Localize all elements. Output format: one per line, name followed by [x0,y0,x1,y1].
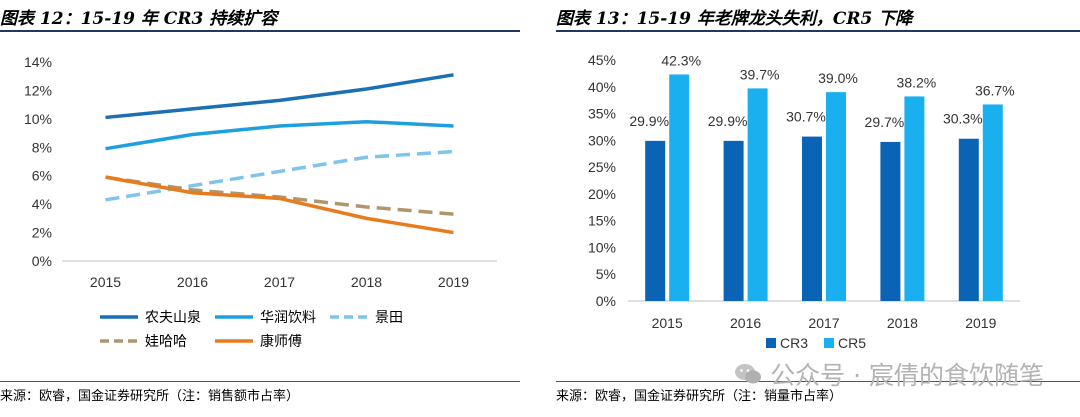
y-tick-label: 5% [596,266,616,282]
wechat-icon [735,364,762,384]
bar-cr5 [982,104,1003,301]
series-line [105,73,454,120]
x-tick-label: 2016 [177,274,208,290]
x-tick-label: 2018 [351,274,382,290]
data-label: 39.7% [740,66,780,82]
bar-chart: 0% 5% 10% 15% 20% 25% 30% 35% 40% 45% 2015 29.9% 42.… [588,52,1020,351]
x-tick-label: 2015 [90,274,121,290]
y-tick-label: 20% [588,186,616,202]
right-source-rule [556,381,1080,382]
right-source-note: 来源：欧睿，国金证券研究所（注：销量市占率） [556,389,843,404]
y-tick-label: 10% [588,239,616,255]
data-label: 29.9% [629,113,669,129]
legend-swatch [824,338,834,348]
data-label: 42.3% [661,52,701,68]
right-figure-panel: 图表 13：15-19 年老牌龙头失利，CR5 下降 0% 5% 10% 15% 20%… [556,0,1080,417]
right-title-rule [556,30,1080,32]
y-tick-label: 30% [588,132,616,148]
y-tick-label: 15% [588,213,616,229]
y-tick-label: 6% [32,168,52,184]
legend-label: 景田 [375,310,403,326]
left-source-rule [0,381,520,382]
bar-cr5 [747,88,768,301]
legend-label: 华润饮料 [260,310,316,326]
left-title-rule [0,30,520,32]
watermark-text: 公众号 · 宸倩的食饮随笔 [770,361,1044,390]
x-tick-label: 2017 [264,274,295,290]
series-line [105,175,454,216]
data-label: 29.9% [708,113,748,129]
bar-cr3 [645,140,666,301]
series-line [105,149,454,202]
legend-label: 康师傅 [260,333,302,350]
y-tick-label: 0% [32,253,52,269]
bar-cr5 [669,74,690,302]
y-tick-label: 8% [32,139,52,155]
bar-cr3 [802,136,822,301]
x-tick-label: 2019 [438,274,469,290]
bar-cr5 [904,96,925,301]
legend-label: CR3 [780,335,808,351]
bar-cr3 [723,140,744,301]
y-tick-label: 10% [24,111,52,127]
x-tick-label: 2016 [730,315,761,331]
data-label: 38.2% [897,74,937,90]
left-source-note: 来源：欧睿，国金证券研究所（注：销售额市占率） [0,389,300,404]
x-tick-label: 2017 [808,315,839,331]
y-tick-label: 40% [588,79,616,95]
data-label: 30.3% [943,111,983,127]
y-tick-label: 2% [32,225,52,241]
y-tick-label: 45% [588,52,616,68]
line-chart: 0% 2% 4% 6% 8% 10% 12% 14% 2015 2016 2017 2018 2019 农… [24,54,497,350]
y-tick-label: 12% [24,82,52,98]
bar-cr3 [880,141,901,301]
bar-cr3 [958,138,979,301]
right-figure-title: 图表 13：15-19 年老牌龙头失利，CR5 下降 [556,9,913,29]
left-figure-panel: 图表 12：15-19 年 CR3 持续扩容 0% 2% 4% 6% 8% 10% 12% 1… [0,0,520,417]
data-label: 36.7% [975,82,1015,98]
data-label: 30.7% [786,109,826,125]
bar-cr5 [826,92,846,301]
x-tick-label: 2019 [965,315,996,331]
x-tick-label: 2018 [887,315,918,331]
legend-label: CR5 [838,335,866,351]
legend-swatch [766,338,776,348]
y-tick-label: 25% [588,159,616,175]
legend-label: 娃哈哈 [145,334,187,350]
legend-label: 农夫山泉 [145,309,201,326]
y-tick-label: 0% [596,293,616,309]
watermark: 公众号 · 宸倩的食饮随笔 [734,356,1044,392]
series-line [105,119,454,151]
y-tick-label: 35% [588,106,616,122]
data-label: 39.0% [818,70,858,86]
y-tick-label: 4% [32,196,52,212]
series-line [105,175,454,235]
x-tick-label: 2015 [652,315,683,331]
left-figure-title: 图表 12：15-19 年 CR3 持续扩容 [0,9,278,29]
data-label: 29.7% [865,114,905,130]
y-tick-label: 14% [24,54,52,70]
